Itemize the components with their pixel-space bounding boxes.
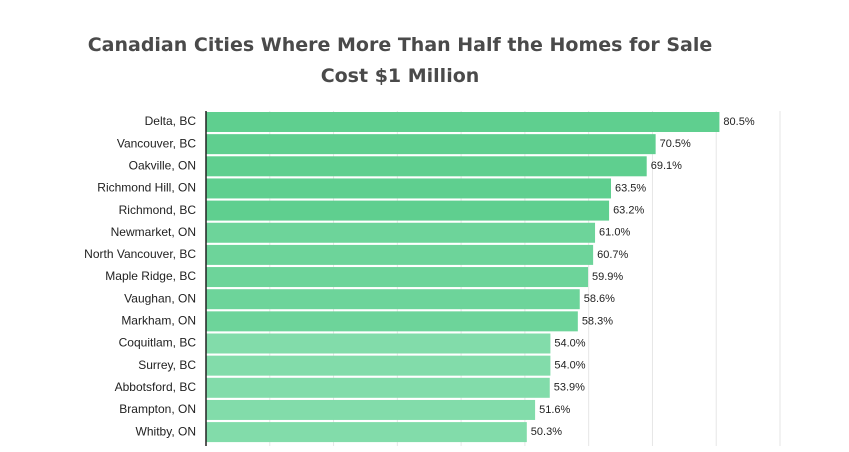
category-label: Vancouver, BC [117,136,196,150]
value-labels: 80.5% 70.5% 69.1% 63.5% 63.2% 61.0% 60.7% 59.9%… [531,116,755,438]
bar [206,399,536,420]
bar [206,222,596,243]
bar [206,156,647,177]
chart-title: Canadian Cities Where More Than Half the… [0,30,800,92]
value-label: 70.5% [660,138,691,150]
value-label: 50.3% [531,426,562,438]
category-label: Vaughan, ON [124,291,196,305]
category-label: Richmond Hill, ON [97,181,196,195]
value-label: 63.2% [613,205,644,217]
bar [206,200,610,221]
value-label: 80.5% [723,116,754,128]
bar [206,333,551,354]
bar [206,355,551,376]
category-label: North Vancouver, BC [84,247,196,261]
category-label: Surrey, BC [138,358,196,372]
value-label: 69.1% [651,160,682,172]
value-label: 60.7% [597,249,628,261]
value-label: 59.9% [592,271,623,283]
bars [206,112,720,443]
bar [206,422,527,443]
value-label: 58.3% [582,315,613,327]
category-label: Abbotsford, BC [115,380,197,394]
category-labels: Delta, BC Vancouver, BC Oakville, ON Richmo… [84,114,196,438]
value-label: 54.0% [554,360,585,372]
value-label: 53.9% [554,382,585,394]
value-label: 61.0% [599,227,630,239]
bar [206,289,580,310]
bar [206,244,594,265]
category-label: Maple Ridge, BC [105,269,196,283]
category-label: Markham, ON [121,314,196,328]
value-label: 58.6% [584,293,615,305]
category-label: Richmond, BC [119,203,197,217]
value-label: 63.5% [615,182,646,194]
category-label: Coquitlam, BC [119,336,197,350]
category-label: Newmarket, ON [111,225,196,239]
bar [206,267,589,288]
value-label: 54.0% [554,337,585,349]
chart-title-line-2: Cost $1 Million [320,65,480,87]
value-label: 51.6% [539,404,570,416]
chart-title-line-1: Canadian Cities Where More Than Half the… [87,34,713,56]
bar [206,178,611,199]
category-label: Oakville, ON [129,158,196,172]
category-label: Delta, BC [145,114,197,128]
category-label: Whitby, ON [136,424,196,438]
bar [206,134,656,155]
bar [206,377,550,398]
bar [206,311,578,332]
category-label: Brampton, ON [119,402,196,416]
bar [206,112,720,132]
